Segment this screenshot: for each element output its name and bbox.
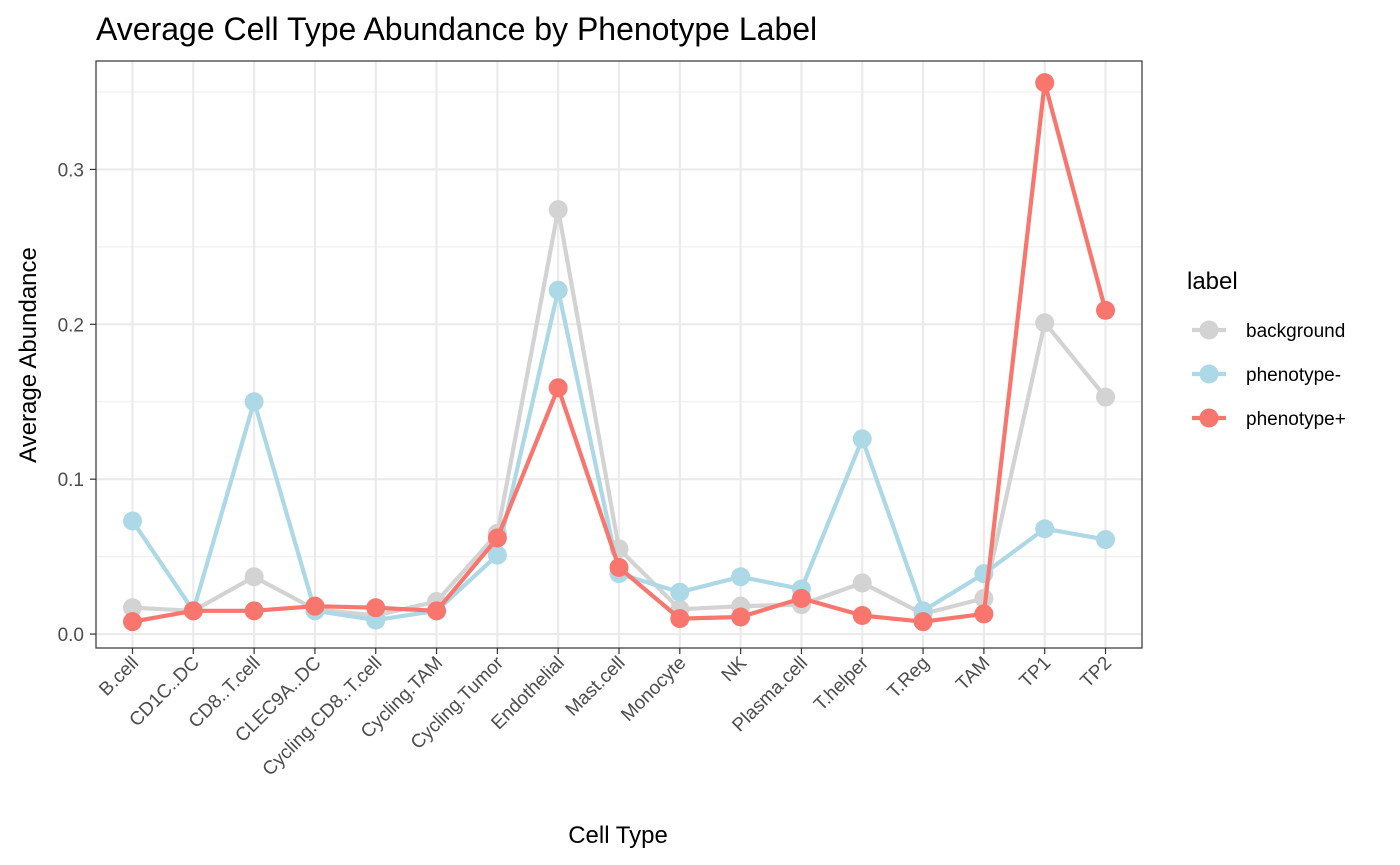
legend-item: background xyxy=(1192,320,1345,342)
legend-label: phenotype- xyxy=(1246,365,1341,386)
data-point xyxy=(548,200,568,220)
data-point xyxy=(670,609,690,629)
y-tick-label: 0.2 xyxy=(58,315,84,336)
data-point xyxy=(487,545,507,565)
legend-item: phenotype- xyxy=(1192,364,1341,386)
data-point xyxy=(122,612,142,632)
chart-title: Average Cell Type Abundance by Phenotype… xyxy=(96,11,817,47)
data-point xyxy=(670,582,690,602)
series-phenotype+ xyxy=(122,73,1116,632)
data-point xyxy=(548,280,568,300)
data-point xyxy=(731,607,751,627)
data-point xyxy=(1096,530,1116,550)
legend-key-point xyxy=(1199,408,1219,428)
x-axis-title: Cell Type xyxy=(568,822,668,849)
data-point xyxy=(1096,300,1116,320)
y-tick-label: 0.0 xyxy=(58,625,84,646)
legend-label: background xyxy=(1246,321,1345,342)
data-point xyxy=(183,601,203,621)
data-point xyxy=(913,612,933,632)
x-tick-label: TP2 xyxy=(1077,653,1116,692)
y-axis-title: Average Abundance xyxy=(15,247,42,463)
data-point xyxy=(1035,313,1055,333)
x-tick-label: B.cell xyxy=(95,653,143,701)
data-point xyxy=(366,598,386,618)
data-point xyxy=(852,429,872,449)
legend-title: label xyxy=(1187,268,1238,295)
legend-key-point xyxy=(1199,320,1219,340)
data-point xyxy=(548,378,568,398)
legend-item: phenotype+ xyxy=(1192,408,1346,430)
data-point xyxy=(609,557,629,577)
data-point xyxy=(731,567,751,587)
gridlines xyxy=(96,61,1142,648)
x-tick-label: TP1 xyxy=(1016,653,1055,692)
x-tick-label: Monocyte xyxy=(617,653,690,726)
data-point xyxy=(1096,387,1116,407)
data-point xyxy=(791,588,811,608)
data-point xyxy=(244,392,264,412)
data-point xyxy=(852,573,872,593)
data-point xyxy=(852,605,872,625)
data-point xyxy=(427,601,447,621)
data-point xyxy=(305,596,325,616)
data-point xyxy=(244,567,264,587)
y-axis: 0.0 0.1 0.2 0.3 xyxy=(58,160,96,646)
series-layer xyxy=(122,73,1116,632)
data-point xyxy=(122,598,142,618)
legend: label background phenotype-phenotype+ xyxy=(1187,268,1346,430)
data-point xyxy=(1035,73,1055,93)
data-point xyxy=(1035,519,1055,539)
x-tick-label: T.Reg xyxy=(884,653,934,703)
legend-label: phenotype+ xyxy=(1246,409,1346,430)
x-axis: B.cellCD1C..DCCD8..T.cellCLEC9A..DCCycli… xyxy=(95,648,1116,780)
y-tick-label: 0.3 xyxy=(58,160,84,181)
y-tick-label: 0.1 xyxy=(58,470,84,491)
x-tick-label: TAM xyxy=(952,653,994,695)
x-tick-label: T.helper xyxy=(810,652,873,715)
x-tick-label: NK xyxy=(718,652,752,686)
legend-key-point xyxy=(1199,364,1219,384)
data-point xyxy=(487,528,507,548)
data-point xyxy=(974,604,994,624)
data-point xyxy=(122,511,142,531)
data-point xyxy=(244,601,264,621)
